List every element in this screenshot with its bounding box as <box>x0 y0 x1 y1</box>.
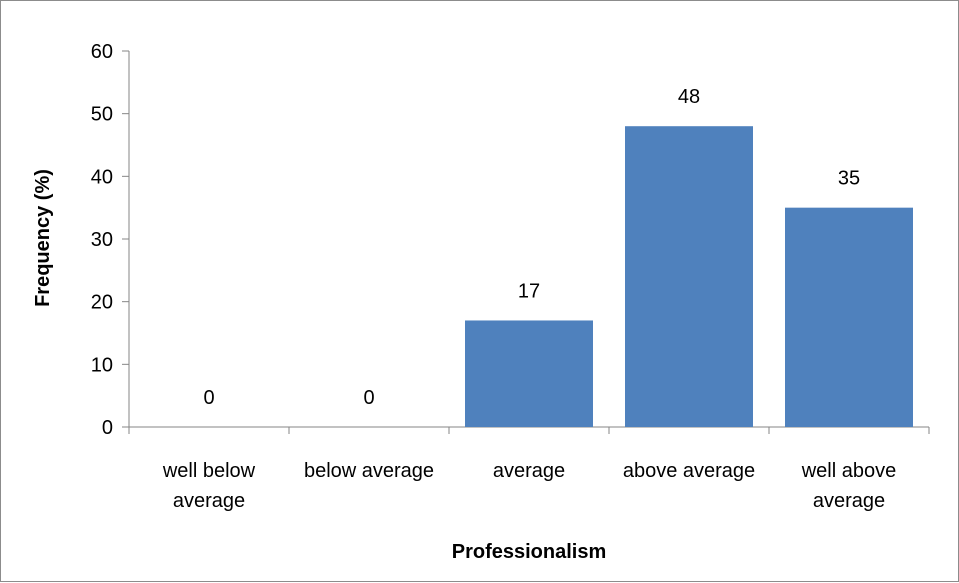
x-tick-label: well below average <box>162 460 256 512</box>
y-tick-label: 0 <box>102 417 113 439</box>
y-tick-label: 10 <box>91 354 113 376</box>
x-axis-title: Professionalism <box>452 541 607 563</box>
data-label: 35 <box>838 168 860 190</box>
y-axis-title: Frequency (%) <box>32 169 54 307</box>
bar <box>625 126 753 427</box>
data-label: 0 <box>203 387 214 409</box>
data-label: 17 <box>518 280 540 302</box>
data-label: 48 <box>678 86 700 108</box>
data-label: 0 <box>363 387 374 409</box>
bar <box>465 320 593 427</box>
y-tick-label: 30 <box>91 229 113 251</box>
x-tick-label: average <box>493 460 565 482</box>
x-tick-label: above average <box>623 460 755 482</box>
y-tick-label: 40 <box>91 166 113 188</box>
data-labels: 0 0 17 48 35 <box>203 86 860 409</box>
y-axis: 0 10 20 30 40 50 60 <box>91 41 130 439</box>
x-axis: well below average below average average abo… <box>128 426 930 512</box>
x-tick-label: well above average <box>801 460 897 512</box>
y-tick-label: 50 <box>91 104 113 126</box>
bar <box>785 207 913 427</box>
y-tick-label: 20 <box>91 292 113 314</box>
y-tick-label: 60 <box>91 41 113 63</box>
bars <box>465 126 913 427</box>
x-tick-label: below average <box>304 460 434 482</box>
